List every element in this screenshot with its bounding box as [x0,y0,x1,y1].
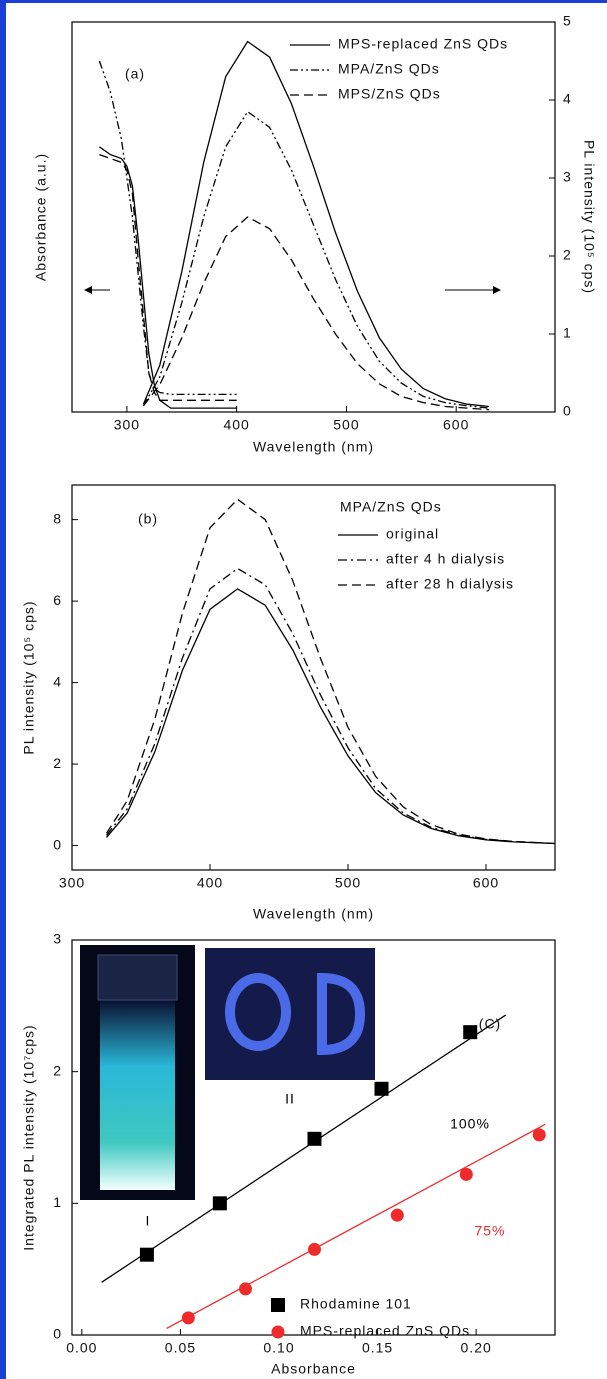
y-tick-label: 1 [53,1194,62,1210]
line [142,40,490,408]
border [0,0,6,1379]
line [105,498,556,845]
legend-label: after 28 h dialysis [386,576,514,592]
point [374,1081,389,1096]
annotation: I [146,1213,151,1229]
x-tick-label: 600 [443,417,469,433]
plot-frame [71,484,556,871]
point [238,1282,252,1296]
legend-label: MPS-replaced ZnS QDs [300,1323,470,1339]
legend-label: MPS-replaced ZnS QDs [338,36,508,52]
x-tick-label: 600 [473,875,499,891]
x-tick-label: 0.00 [66,1340,97,1356]
y-tick-label: 8 [53,510,62,526]
y2-tick-label: 5 [563,13,572,29]
x-axis-label: Absorbance [271,1361,356,1377]
y-tick-label: 2 [53,755,62,771]
annotation: II [285,1091,295,1107]
x-axis-label: Wavelength (nm) [253,906,374,922]
line [99,153,237,401]
line [142,110,490,409]
plot-frame [71,939,556,1336]
point [532,1128,546,1142]
point [181,1311,195,1325]
x-tick-label: 400 [223,417,249,433]
border [0,0,607,3]
fit-line [166,1123,546,1329]
y2-tick-label: 1 [563,325,572,341]
legend-label: original [386,526,439,542]
x-tick-label: 0.05 [165,1340,196,1356]
point [212,1196,227,1211]
point [459,1167,473,1181]
line [99,146,237,409]
legend-label: MPS/ZnS QDs [338,86,441,102]
x-tick-label: 500 [333,417,359,433]
y2-axis-label: PL intensity (10⁵ cps) [581,140,597,294]
y-tick-label: 4 [53,673,62,689]
y-axis-label: Integrated PL intensity (10⁷cps) [21,1024,37,1250]
point [139,1247,154,1262]
y-axis-label: PL intensity (10⁵ cps) [21,600,37,754]
annotation: 100% [450,1116,490,1132]
fit-line [101,1014,507,1283]
y-tick-label: 0 [53,1326,62,1342]
photo-inset [80,945,375,1200]
y2-tick-label: 2 [563,247,572,263]
legend-label: Rhodamine 101 [300,1296,412,1312]
y2-tick-label: 0 [563,403,572,419]
panel-label: (C) [479,1016,501,1032]
point [463,1025,478,1040]
x-axis-label: Wavelength (nm) [253,439,374,455]
point [307,1242,321,1256]
x-tick-label: 400 [197,875,223,891]
y2-tick-label: 4 [563,91,572,107]
x-tick-label: 0.10 [263,1340,294,1356]
legend-swatch [271,1325,285,1339]
line [98,60,237,396]
legend-title: MPA/ZnS QDs [340,499,442,515]
x-tick-label: 0.15 [362,1340,393,1356]
plot-frame [71,21,556,413]
x-tick-label: 0.20 [461,1340,492,1356]
x-tick-label: 300 [59,875,85,891]
y-tick-label: 2 [53,1062,62,1078]
legend-label: after 4 h dialysis [386,551,505,567]
x-tick-label: 300 [114,417,140,433]
x-tick-label: 500 [335,875,361,891]
y-axis-label: Absorbance (a.u.) [33,153,49,281]
annotation: 75% [474,1223,505,1239]
legend-label: MPA/ZnS QDs [338,61,440,77]
panel-label: (b) [138,511,158,527]
line [106,588,556,845]
point [390,1208,404,1222]
y-tick-label: 0 [53,836,62,852]
panel-label: (a) [125,66,145,82]
y-tick-label: 6 [53,592,62,608]
legend-swatch [271,1298,285,1312]
line [142,216,490,411]
y2-tick-label: 3 [563,169,572,185]
y-tick-label: 3 [53,931,62,947]
line [105,567,556,845]
point [307,1131,322,1146]
